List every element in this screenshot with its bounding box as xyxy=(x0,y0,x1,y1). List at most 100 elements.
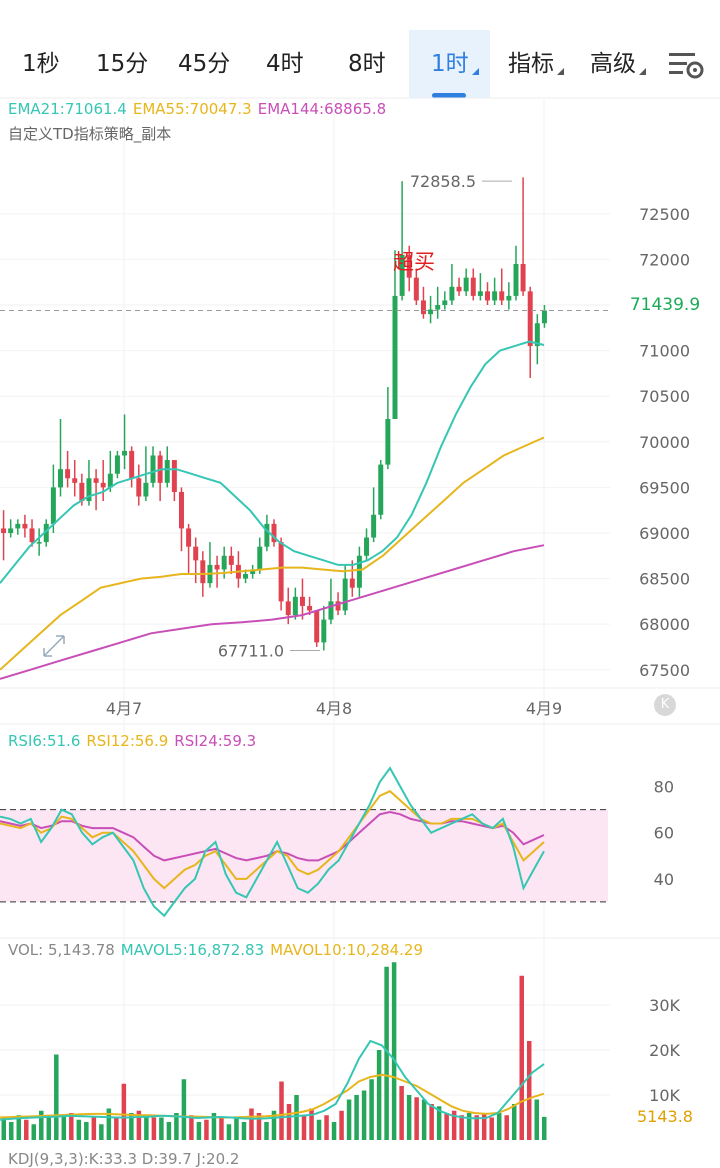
candle-body xyxy=(499,291,505,301)
candle-body xyxy=(29,528,35,543)
candle-body xyxy=(50,487,56,524)
volume-bar xyxy=(511,1104,517,1140)
candle-body xyxy=(420,300,426,315)
volume-bar xyxy=(271,1110,277,1140)
volume-bar xyxy=(204,1119,209,1140)
volume-tick-label: 20K xyxy=(649,1041,680,1060)
candle-body xyxy=(506,295,512,301)
ema144-line xyxy=(0,544,545,680)
candle-body xyxy=(1,528,7,533)
volume-bar xyxy=(451,1110,457,1140)
volume-bar xyxy=(76,1119,82,1140)
volume-bar xyxy=(46,1117,52,1140)
ema55-value: EMA55:70047.3 xyxy=(132,100,252,118)
candle-body xyxy=(65,469,71,479)
candle-body xyxy=(520,263,526,292)
mavol10-value: MAVOL10:10,284.29 xyxy=(270,941,424,959)
candle-body xyxy=(257,546,263,570)
volume-bar xyxy=(526,1041,532,1140)
volume-bar xyxy=(31,1124,37,1140)
price-tick-label: 70000 xyxy=(639,433,690,452)
tab-0[interactable]: 1秒 xyxy=(22,51,60,77)
rsi12-line xyxy=(0,790,545,890)
tab-3[interactable]: 4时 xyxy=(266,51,304,77)
mavol10-line xyxy=(0,1073,545,1119)
dropdown-triangle-icon xyxy=(639,68,646,75)
k-badge-icon[interactable]: K xyxy=(654,694,676,716)
candle-body xyxy=(485,291,490,301)
volume-bar xyxy=(16,1115,22,1140)
tab-5[interactable]: 1时 xyxy=(431,30,479,98)
price-tick-label: 68000 xyxy=(639,615,690,634)
tab-1[interactable]: 15分 xyxy=(96,51,149,77)
volume-bar xyxy=(384,966,389,1140)
volume-bar xyxy=(286,1104,292,1140)
chart-settings-icon[interactable] xyxy=(666,50,706,82)
candle-body xyxy=(356,555,362,588)
candle-body xyxy=(164,460,170,483)
volume-bar xyxy=(541,1116,547,1140)
tab-6[interactable]: 指标 xyxy=(508,30,564,98)
volume-bar xyxy=(196,1122,202,1140)
ema-legend: EMA21:71061.4 EMA55:70047.3 EMA144:68865.8 xyxy=(8,100,392,118)
volume-bar xyxy=(54,1054,59,1140)
rsi24-value: RSI24:59.3 xyxy=(174,732,257,750)
candle-body xyxy=(114,455,120,474)
volume-bar xyxy=(466,1113,472,1140)
tab-4[interactable]: 8时 xyxy=(348,51,386,77)
volume-bar xyxy=(279,1081,284,1140)
dropdown-triangle-icon xyxy=(471,68,479,75)
volume-bar xyxy=(264,1122,269,1140)
volume-bar xyxy=(444,1113,449,1140)
candle-body xyxy=(513,263,519,296)
volume-bar xyxy=(189,1115,194,1140)
price-tick-label: 69500 xyxy=(639,478,690,497)
volume-bar xyxy=(324,1115,329,1140)
tab-2[interactable]: 45分 xyxy=(178,51,231,77)
candle-body xyxy=(314,610,320,643)
candle-body xyxy=(428,309,434,315)
candle-body xyxy=(221,555,227,570)
tab-7[interactable]: 高级 xyxy=(590,30,646,98)
candle-body xyxy=(278,542,284,602)
candle-body xyxy=(271,523,277,543)
rsi6-value: RSI6:51.6 xyxy=(8,732,81,750)
dropdown-triangle-icon xyxy=(557,68,564,75)
expand-arrows-icon xyxy=(43,635,65,657)
rsi24-line xyxy=(0,810,545,862)
volume-bar xyxy=(436,1106,442,1140)
volume-bar xyxy=(534,1099,539,1140)
candle-body xyxy=(470,277,476,296)
volume-bar xyxy=(129,1113,134,1140)
candle-body xyxy=(477,291,483,296)
ema144-value: EMA144:68865.8 xyxy=(257,100,387,118)
volume-bar xyxy=(69,1113,74,1140)
date-tick-label: 4月9 xyxy=(526,699,562,718)
candle-body xyxy=(378,464,384,515)
candle-body xyxy=(413,277,419,301)
candle-body xyxy=(321,619,327,643)
candle-body xyxy=(214,564,220,570)
price-tick-label: 71000 xyxy=(639,342,690,361)
candle-body xyxy=(456,286,462,292)
volume-bar xyxy=(84,1122,89,1140)
volume-bar xyxy=(226,1124,232,1140)
candle-body xyxy=(200,560,206,584)
volume-tick-label: 10K xyxy=(649,1086,680,1105)
candle-body xyxy=(193,546,199,561)
candle-body xyxy=(143,482,149,497)
volume-tick-label: 30K xyxy=(649,996,680,1015)
ema21-value: EMA21:71061.4 xyxy=(8,100,127,118)
volume-bar xyxy=(39,1110,44,1140)
volume-bar xyxy=(331,1122,337,1140)
volume-bar xyxy=(114,1117,119,1140)
volume-bar xyxy=(136,1110,142,1140)
volume-bar xyxy=(241,1122,247,1140)
ema55-line xyxy=(0,436,545,671)
volume-bar xyxy=(519,975,524,1140)
last-price-tag: 71439.9 xyxy=(610,290,720,320)
strategy-label: 自定义TD指标策略_副本 xyxy=(8,125,172,143)
volume-bar xyxy=(391,962,397,1140)
volume-bar xyxy=(406,1095,412,1140)
